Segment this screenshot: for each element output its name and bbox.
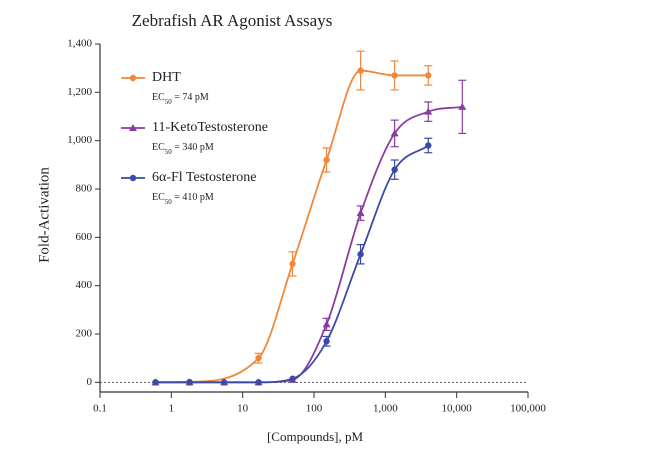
data-point xyxy=(391,166,398,173)
x-tick-label: 10,000 xyxy=(442,403,473,415)
data-point xyxy=(255,354,262,362)
x-tick-label: 1 xyxy=(169,403,175,415)
data-point xyxy=(220,379,228,386)
ec50-label: EC50 = 340 pM xyxy=(152,142,214,155)
ec50-part: = 410 pM xyxy=(172,192,214,203)
y-axis-label: Fold-Activation xyxy=(36,167,52,263)
legend-label: DHT xyxy=(152,70,181,85)
data-point xyxy=(289,260,296,268)
data-point xyxy=(323,156,330,164)
data-point xyxy=(322,320,331,328)
ec50-part: 50 xyxy=(165,148,173,156)
x-tick-label: 10 xyxy=(237,403,249,415)
data-point xyxy=(425,72,432,79)
ec50-part: EC xyxy=(152,192,165,203)
legend-marker xyxy=(129,74,137,82)
data-point xyxy=(390,129,399,137)
ec50-part: = 74 pM xyxy=(172,92,209,103)
chart-title: Zebrafish AR Agonist Assays xyxy=(132,11,333,30)
data-point xyxy=(255,379,262,386)
y-tick-label: 0 xyxy=(87,376,93,388)
data-point xyxy=(357,251,364,258)
data-point xyxy=(391,72,398,79)
x-axis-label: [Compounds], pM xyxy=(267,429,364,444)
x-tick-label: 1,000 xyxy=(373,403,398,415)
data-point xyxy=(357,67,364,74)
data-point xyxy=(323,338,330,345)
data-point xyxy=(458,102,467,110)
ec50-label: EC50 = 74 pM xyxy=(152,92,209,105)
data-point xyxy=(425,142,432,149)
y-tick-label: 1,400 xyxy=(67,38,92,50)
y-tick-label: 800 xyxy=(76,183,93,195)
ec50-label: EC50 = 410 pM xyxy=(152,192,214,205)
ec50-part: 50 xyxy=(165,98,173,106)
ec50-part: = 340 pM xyxy=(172,142,214,153)
x-tick-label: 0.1 xyxy=(93,403,107,415)
data-point xyxy=(356,209,365,217)
y-tick-label: 200 xyxy=(76,328,93,340)
data-point xyxy=(289,375,296,382)
legend-label: 11-KetoTestosterone xyxy=(152,120,268,135)
fit-curve xyxy=(155,144,429,384)
y-tick-label: 600 xyxy=(76,231,93,243)
y-tick-label: 1,200 xyxy=(67,86,92,98)
fit-curve xyxy=(155,69,429,384)
x-tick-label: 100,000 xyxy=(510,403,546,415)
legend-marker xyxy=(129,174,137,182)
ec50-part: EC xyxy=(152,92,165,103)
data-point xyxy=(186,379,193,386)
data-point xyxy=(152,379,159,386)
ec50-part: 50 xyxy=(165,198,173,206)
ec50-part: EC xyxy=(152,142,165,153)
y-tick-label: 400 xyxy=(76,279,93,291)
y-tick-label: 1,000 xyxy=(67,134,92,146)
x-tick-label: 100 xyxy=(306,403,323,415)
legend-label: 6α-Fl Testosterone xyxy=(152,170,256,185)
legend-marker xyxy=(129,124,137,131)
data-point xyxy=(424,107,433,115)
